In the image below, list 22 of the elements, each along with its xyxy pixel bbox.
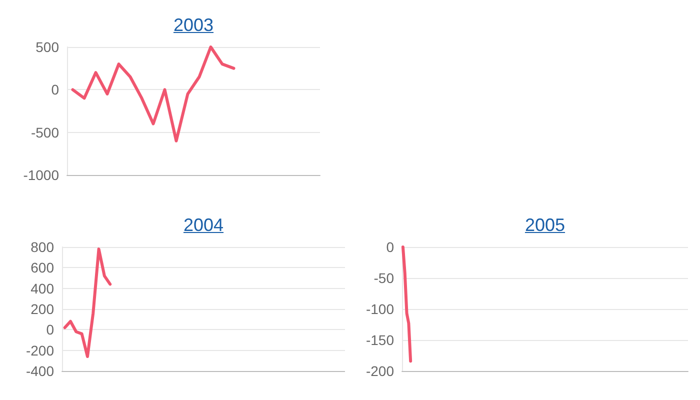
y-tick-label: 400 (30, 280, 54, 296)
y-tick-label: 600 (30, 260, 54, 276)
y-tick-label: -150 (366, 332, 394, 348)
line-series (63, 248, 112, 358)
y-tick-label: -100 (366, 301, 394, 317)
y-tick-label: -200 (366, 363, 394, 379)
chart-title: 2005 (524, 214, 566, 237)
y-tick-label: -200 (26, 342, 54, 358)
y-tick-label: 0 (46, 322, 54, 338)
y-tick-label: -400 (26, 363, 54, 379)
y-tick-label: 500 (36, 39, 60, 55)
chart-title: 2003 (172, 14, 215, 37)
y-tick-label: -1000 (23, 167, 60, 183)
y-tick-label: 800 (30, 239, 54, 255)
y-tick-label: -50 (374, 270, 394, 286)
y-tick-label: 0 (386, 239, 394, 255)
chart-title: 2004 (182, 214, 225, 237)
line-series (401, 246, 412, 363)
y-tick-label: 0 (51, 82, 60, 98)
y-tick-label: 200 (30, 301, 54, 317)
line-series (71, 46, 236, 142)
y-tick-label: -500 (30, 124, 60, 140)
